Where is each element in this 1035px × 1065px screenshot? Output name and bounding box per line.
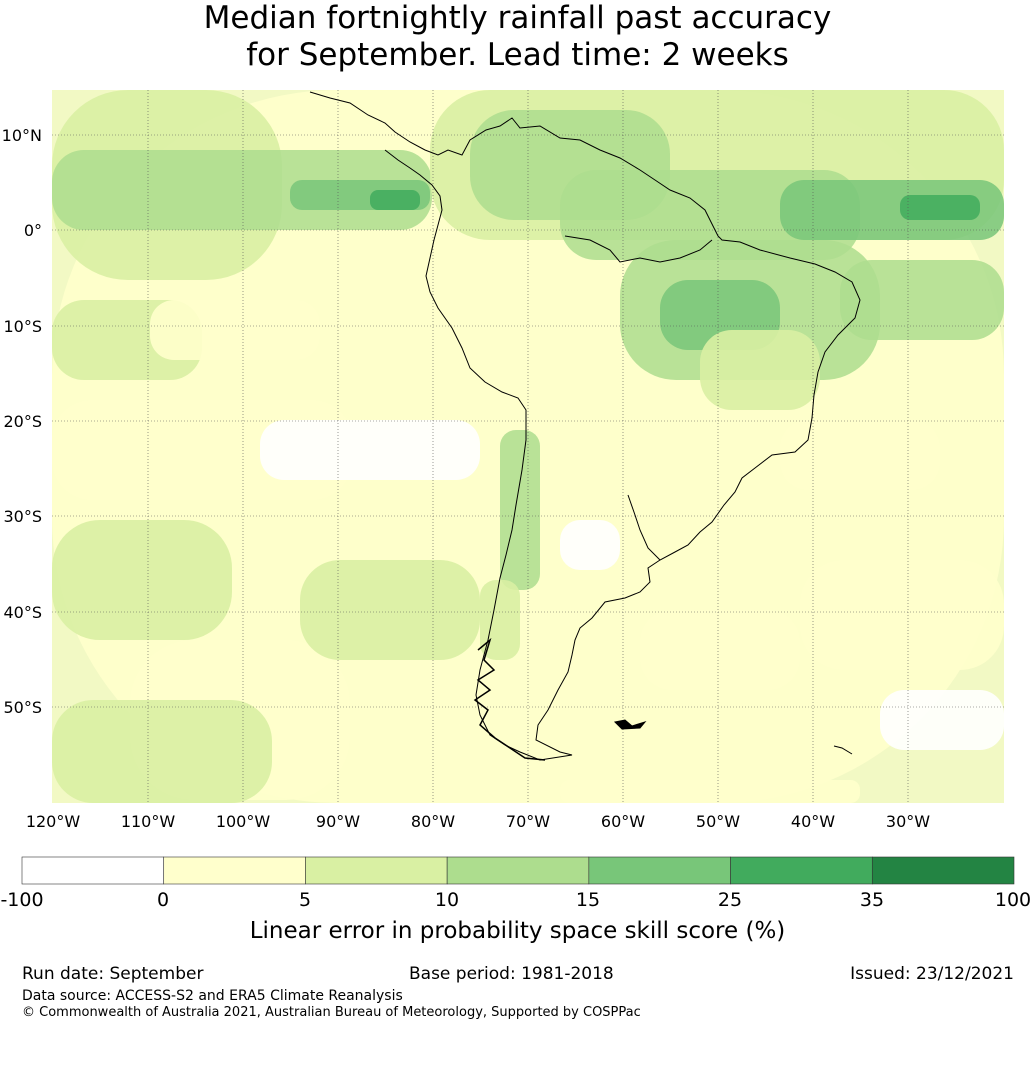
falkland-islands xyxy=(613,719,647,730)
colorbar-tick-15: 15 xyxy=(575,889,601,911)
colorbar-segment xyxy=(730,856,873,885)
colorbar-tick-100: 100 xyxy=(994,889,1032,911)
lat-label-30s: 30°S xyxy=(3,507,42,526)
lon-label-110w: 110°W xyxy=(120,812,176,831)
skill-patch xyxy=(52,520,232,640)
skill-patch xyxy=(300,560,480,660)
lat-label-50s: 50°S xyxy=(3,698,42,717)
amazon-river xyxy=(564,235,713,263)
skill-score-map xyxy=(52,90,1004,803)
skill-patch xyxy=(900,195,980,220)
lon-label-50w: 50°W xyxy=(695,812,741,831)
issued-date: Issued: 23/12/2021 xyxy=(850,964,1014,984)
chart-title: Median fortnightly rainfall past accurac… xyxy=(0,0,1035,74)
skill-patch xyxy=(560,780,860,803)
colorbar-tick-10: 10 xyxy=(434,889,460,911)
lat-label-40s: 40°S xyxy=(3,603,42,622)
skill-patch xyxy=(700,330,820,410)
skill-patch xyxy=(370,190,420,210)
skill-patch xyxy=(150,300,320,360)
skill-patch xyxy=(260,420,480,480)
lon-label-30w: 30°W xyxy=(885,812,931,831)
skill-patch xyxy=(880,690,1004,750)
lon-label-60w: 60°W xyxy=(600,812,646,831)
south-georgia xyxy=(833,745,853,755)
lat-label-10n: 10°N xyxy=(1,126,42,145)
lat-label-0: 0° xyxy=(23,221,42,240)
lon-label-100w: 100°W xyxy=(215,812,271,831)
lon-label-90w: 90°W xyxy=(315,812,361,831)
skill-field-patches xyxy=(52,90,1004,803)
lon-label-120w: 120°W xyxy=(25,812,81,831)
skill-patch xyxy=(780,420,940,490)
colorbar-label: Linear error in probability space skill … xyxy=(249,918,786,944)
run-date: Run date: September xyxy=(22,964,204,984)
skill-patch xyxy=(500,430,540,590)
map-graticule xyxy=(52,90,1004,803)
title-line-1: Median fortnightly rainfall past accurac… xyxy=(203,0,832,36)
data-source: Data source: ACCESS-S2 and ERA5 Climate … xyxy=(22,988,403,1004)
lat-label-10s: 10°S xyxy=(3,317,42,336)
lon-label-70w: 70°W xyxy=(505,812,551,831)
colorbar-tick-5: 5 xyxy=(298,889,312,911)
skill-patch xyxy=(800,560,1004,670)
colorbar-segment xyxy=(871,856,1015,885)
title-line-2: for September. Lead time: 2 weeks xyxy=(246,37,789,73)
copyright: © Commonwealth of Australia 2021, Austra… xyxy=(22,1005,641,1020)
skill-patch xyxy=(52,700,272,803)
rio-de-la-plata xyxy=(627,494,661,561)
colorbar-segment xyxy=(21,856,165,885)
patagonia-islands xyxy=(473,637,546,761)
colorbar-segment xyxy=(588,856,731,885)
colorbar-segment xyxy=(305,856,448,885)
colorbar-segment xyxy=(446,856,590,885)
skill-patch xyxy=(560,520,620,570)
skill-patch xyxy=(840,260,1004,340)
lon-label-40w: 40°W xyxy=(790,812,836,831)
colorbar-tick-25: 25 xyxy=(717,889,743,911)
lat-label-20s: 20°S xyxy=(3,412,42,431)
south-america-coastline xyxy=(309,91,861,761)
skill-patch xyxy=(640,610,800,690)
base-period: Base period: 1981-2018 xyxy=(409,964,614,984)
colorbar-tick-0: 0 xyxy=(156,889,170,911)
lon-label-80w: 80°W xyxy=(410,812,456,831)
colorbar-tick-35: 35 xyxy=(859,889,885,911)
colorbar-tick-minus100: -100 xyxy=(0,889,44,911)
colorbar-segment xyxy=(163,856,306,885)
